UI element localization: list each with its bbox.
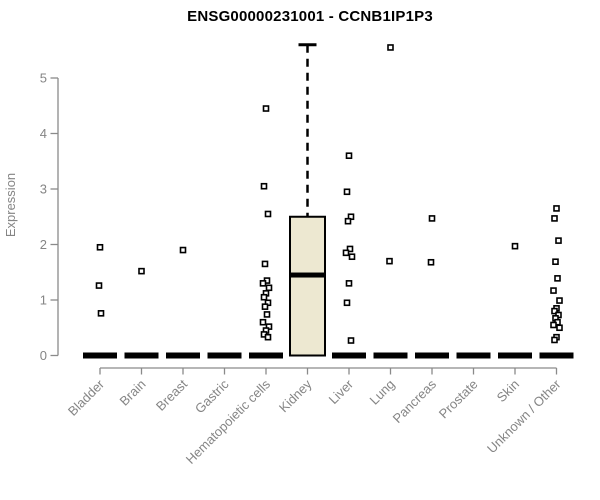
outlier-point [554, 275, 561, 282]
x-category-label: Gastric [192, 376, 232, 416]
outlier-point [96, 243, 104, 251]
outlier-point [259, 280, 267, 287]
median-line [290, 272, 325, 278]
outlier-point [261, 303, 269, 310]
x-category-label: Brain [117, 377, 149, 409]
collapsed-box-bar [332, 352, 366, 359]
outlier-point [556, 297, 563, 304]
outlier-point [386, 257, 393, 265]
outlier-point [551, 336, 558, 344]
outlier-point [344, 217, 352, 225]
outlier-point [553, 205, 560, 212]
y-tick-label: 0 [40, 348, 47, 363]
collapsed-box-bar [373, 352, 408, 359]
outlier-point [260, 182, 268, 190]
outlier-point [550, 321, 557, 329]
y-tick-label: 2 [40, 237, 47, 252]
x-category-label: Liver [326, 376, 357, 407]
outlier-point [345, 152, 353, 159]
x-category-label: Lung [367, 377, 398, 408]
y-tick-label: 5 [40, 71, 47, 86]
y-tick-label: 4 [40, 126, 47, 141]
outlier-point [343, 188, 351, 196]
collapsed-box-bar [456, 352, 491, 359]
outlier-point [428, 215, 436, 222]
outlier-point [264, 333, 272, 341]
x-category-label: Bladder [65, 376, 108, 419]
collapsed-box-bar [124, 352, 159, 359]
collapsed-box-bar [207, 352, 242, 359]
x-category-label: Breast [153, 376, 190, 413]
collapsed-box-bar [166, 352, 200, 359]
outlier-point [551, 215, 558, 222]
collapsed-box-bar [539, 352, 574, 359]
outlier-point [427, 258, 435, 266]
outlier-point [551, 307, 558, 315]
y-tick-label: 1 [40, 293, 47, 308]
outlier-point [550, 287, 557, 294]
outlier-point [345, 280, 353, 287]
y-tick-label: 3 [40, 182, 47, 197]
collapsed-box-bar [83, 352, 117, 359]
outlier-point [263, 311, 271, 318]
outlier-point [261, 260, 269, 268]
outlier-point [262, 105, 270, 112]
outlier-point [556, 324, 563, 332]
outlier-point [260, 293, 268, 301]
collapsed-box-bar [498, 352, 532, 359]
outlier-point [511, 242, 519, 250]
outlier-point [552, 258, 559, 266]
outlier-point [95, 282, 103, 289]
outlier-point [97, 310, 105, 317]
x-category-label: Kidney [276, 376, 315, 415]
outlier-point [387, 44, 394, 51]
outlier-point [348, 253, 356, 261]
x-category-label: Unknown / Other [484, 376, 564, 456]
outlier-point [346, 245, 354, 253]
collapsed-box-bar [415, 352, 449, 359]
outlier-point [342, 249, 350, 257]
box [289, 215, 326, 357]
outlier-point [343, 299, 351, 307]
outlier-point [555, 237, 562, 244]
outlier-point [138, 267, 145, 275]
chart-title: ENSG00000231001 - CCNB1IP1P3 [187, 8, 433, 25]
outlier-point [265, 284, 273, 292]
x-category-label: Prostate [436, 377, 481, 422]
outlier-point [179, 246, 187, 254]
outlier-point [259, 318, 267, 326]
outlier-point [264, 210, 272, 218]
collapsed-box-bar [249, 352, 283, 359]
x-category-label: Skin [494, 377, 522, 405]
x-category-label: Pancreas [390, 376, 440, 426]
y-axis-title: Expression [3, 173, 18, 237]
outlier-point [347, 337, 355, 344]
